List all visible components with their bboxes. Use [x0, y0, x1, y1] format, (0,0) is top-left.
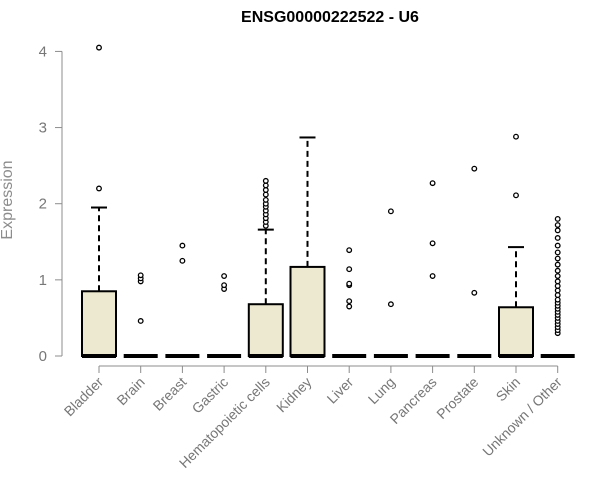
box-prostate [457, 165, 492, 358]
outlier-point [346, 280, 353, 287]
category-label-breast: Breast [150, 374, 190, 414]
outlier-point [262, 177, 269, 184]
box-brain [123, 272, 158, 358]
outlier-point [554, 242, 561, 249]
box-pancreas [415, 180, 450, 358]
outlier-point [554, 261, 561, 268]
box-group [81, 44, 575, 358]
outlier-point [346, 303, 353, 310]
outlier-point [554, 235, 561, 241]
box-skin [498, 133, 534, 358]
y-axis-label: Expression [0, 160, 16, 239]
outlier-point [554, 267, 561, 274]
box-body [247, 303, 284, 357]
category-label-liver: Liver [324, 374, 357, 407]
box-lung [373, 208, 408, 358]
box-bladder [81, 44, 117, 358]
outlier-point [554, 282, 561, 289]
box-unknown-other [540, 215, 575, 358]
outlier-point [221, 273, 228, 279]
outlier-point [554, 273, 561, 279]
y-tick-label: 0 [39, 348, 47, 365]
outlier-point [513, 192, 519, 199]
box-breast [165, 242, 200, 358]
box-body [498, 306, 534, 357]
box-body [81, 290, 117, 357]
outlier-point [429, 240, 436, 247]
outlier-point [262, 191, 269, 198]
outlier-point [429, 180, 436, 187]
category-label-kidney: Kidney [273, 374, 315, 416]
category-label-skin: Skin [493, 374, 524, 405]
category-label-prostate: Prostate [433, 374, 481, 422]
y-tick-label: 3 [39, 120, 47, 137]
outlier-point [137, 318, 144, 324]
chart-title: ENSG00000222522 - U6 [241, 9, 419, 26]
box-liver [332, 247, 367, 358]
box-hematopoietic-cells [247, 177, 284, 358]
outlier-point [179, 242, 186, 249]
box-gastric [207, 273, 242, 358]
box-kidney [289, 136, 326, 358]
category-label-unknown-other: Unknown / Other [479, 374, 565, 460]
outlier-point [554, 292, 561, 299]
outlier-point [554, 287, 561, 294]
outlier-point [96, 185, 102, 192]
category-label-bladder: Bladder [61, 374, 107, 420]
outlier-point [554, 215, 561, 222]
outlier-point [137, 272, 144, 279]
outlier-point [471, 289, 478, 296]
y-tick-label: 4 [39, 43, 47, 60]
outlier-point [429, 273, 436, 279]
category-label-lung: Lung [365, 374, 398, 407]
outlier-point [554, 222, 561, 228]
outlier-point [471, 165, 478, 172]
box-body [289, 265, 326, 358]
outlier-point [262, 196, 269, 203]
outlier-point [346, 298, 353, 305]
axes-group: 0 1 2 3 4 [39, 43, 559, 373]
outlier-point [554, 296, 561, 303]
outlier-point [387, 301, 394, 308]
outlier-point [554, 278, 561, 285]
outlier-point [554, 255, 561, 262]
outlier-point [513, 133, 519, 140]
outlier-point [262, 182, 269, 189]
outlier-point [554, 227, 561, 234]
outlier-point [554, 249, 561, 256]
outlier-point [96, 44, 102, 51]
outlier-point [221, 282, 228, 289]
outlier-point [346, 266, 353, 273]
y-tick-label: 2 [39, 196, 47, 213]
outlier-point [179, 257, 186, 264]
outlier-point [346, 247, 353, 254]
outlier-point [262, 187, 269, 193]
y-tick-label: 1 [39, 272, 47, 289]
outlier-point [387, 208, 394, 215]
category-label-brain: Brain [113, 374, 147, 408]
